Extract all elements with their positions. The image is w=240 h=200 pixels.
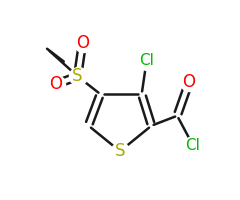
Text: O: O [49, 75, 62, 93]
Text: Cl: Cl [139, 53, 154, 68]
Text: O: O [76, 34, 89, 52]
Text: O: O [183, 73, 196, 91]
Text: S: S [115, 142, 125, 160]
Text: S: S [72, 67, 83, 85]
Text: Cl: Cl [186, 138, 200, 153]
